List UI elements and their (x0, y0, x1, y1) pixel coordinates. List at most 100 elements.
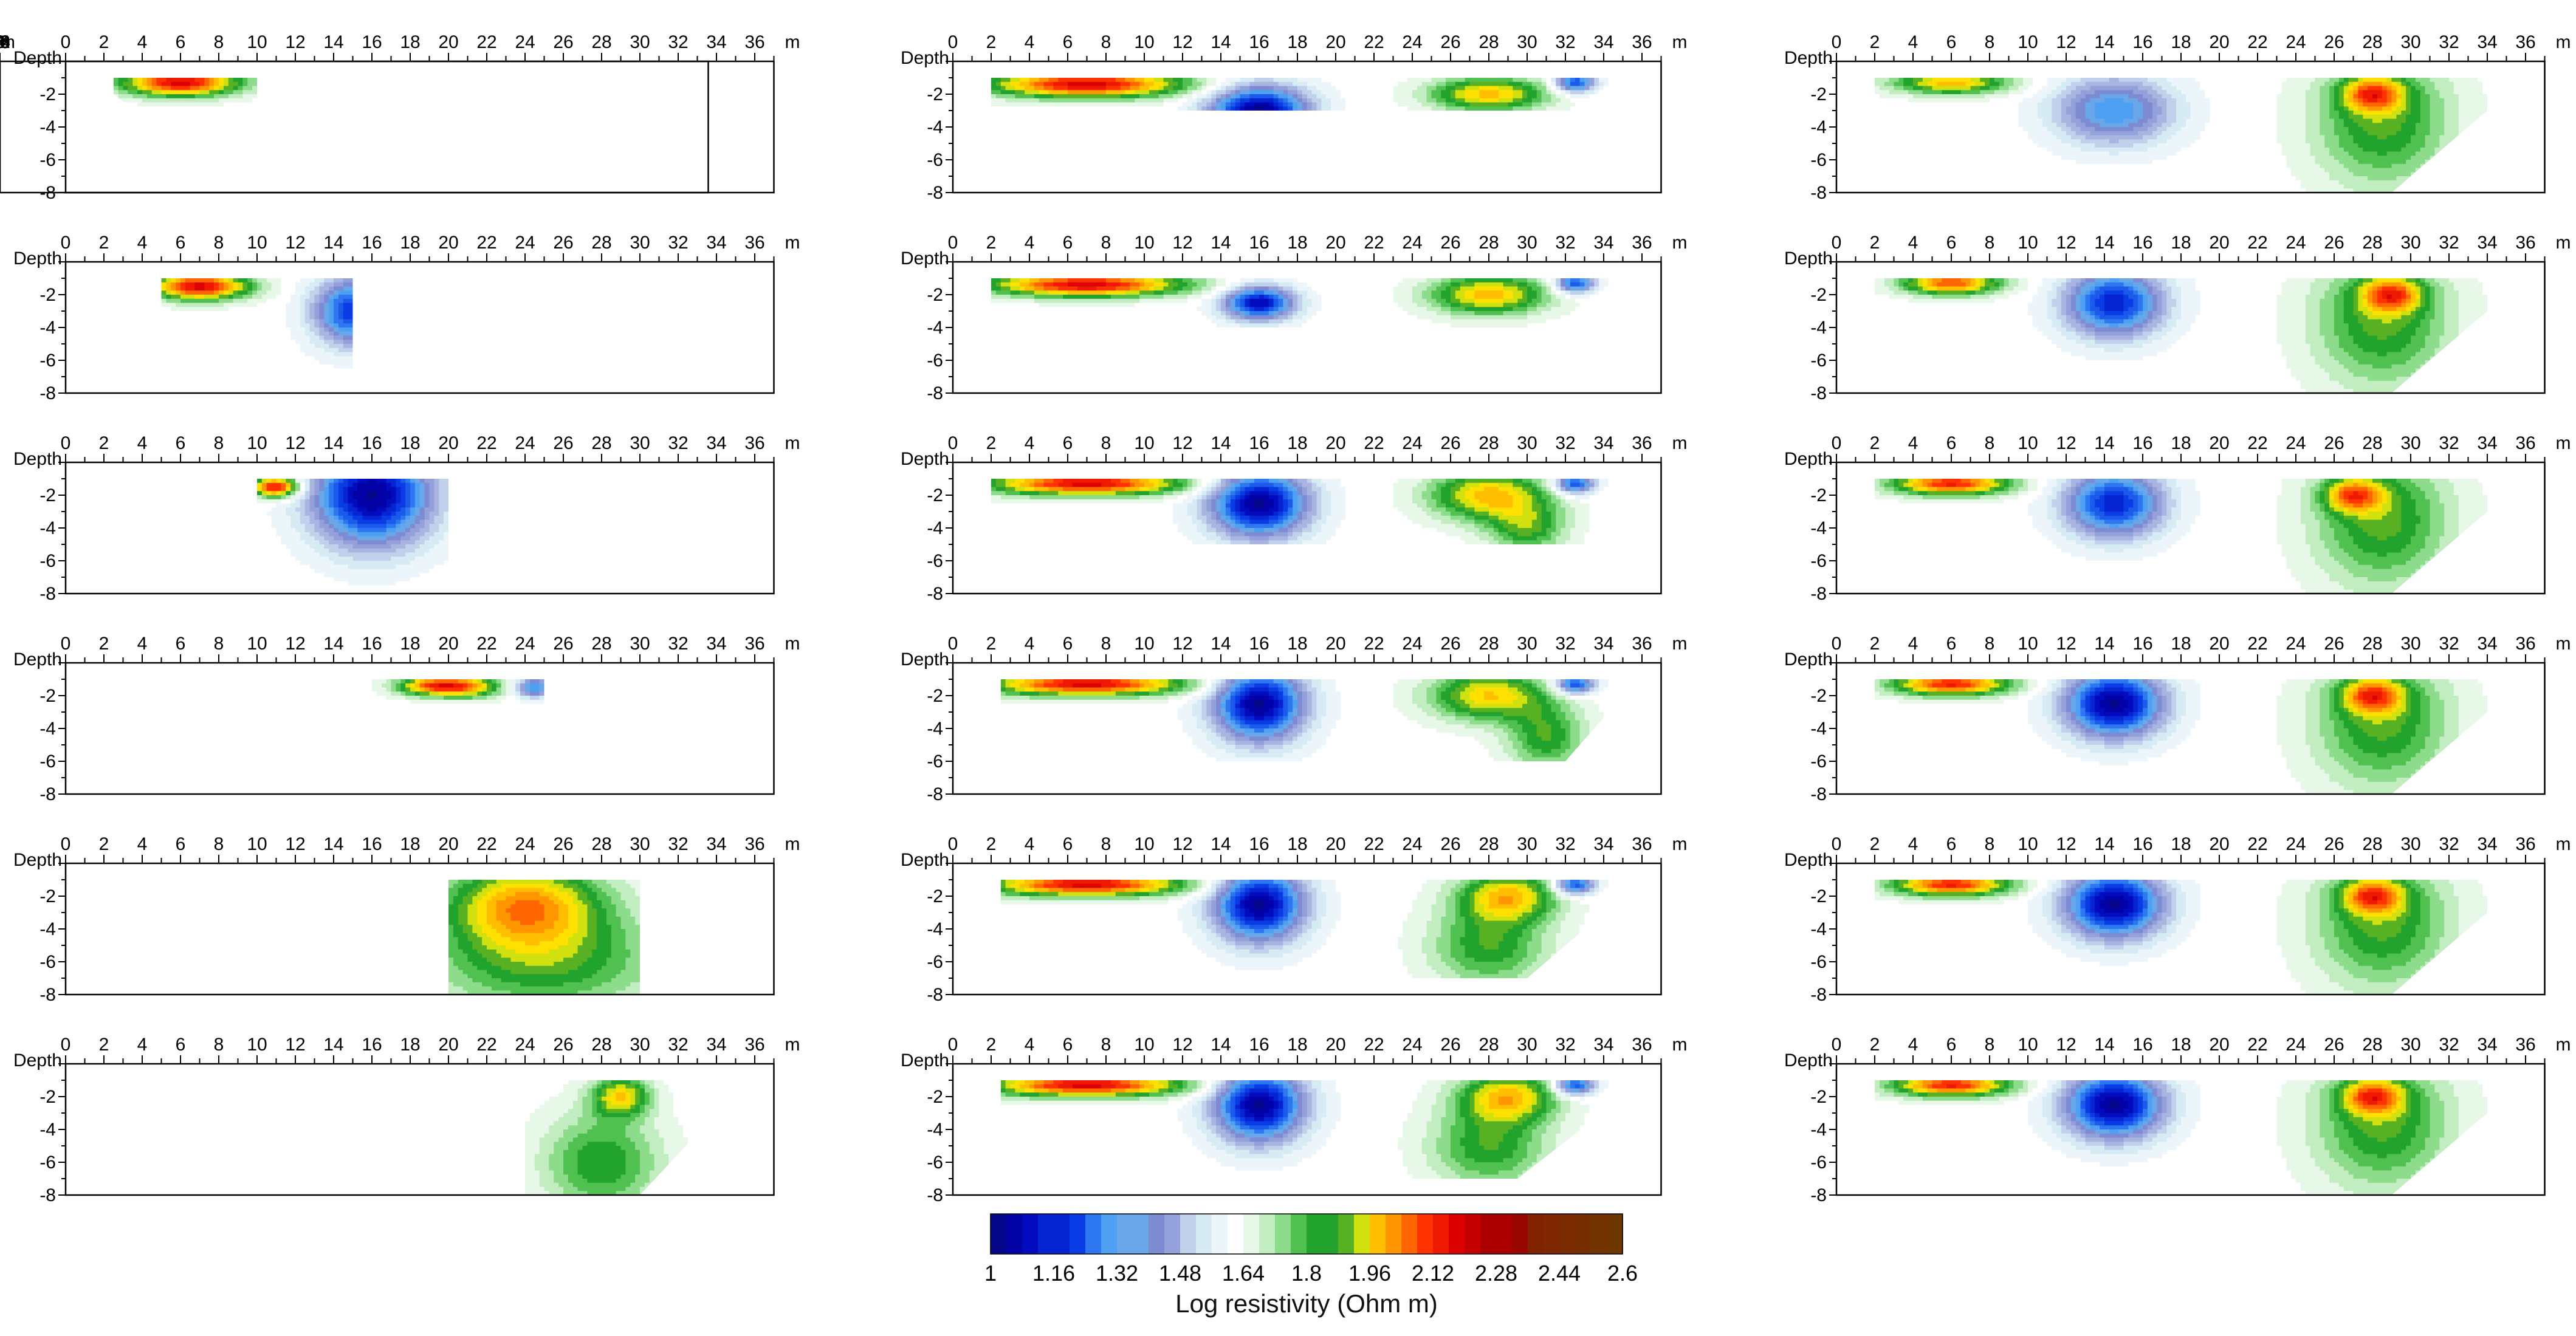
x-tick-label: 32 (2439, 834, 2459, 854)
y-tick-label: -8 (1810, 383, 1827, 403)
x-tick-label: 36 (744, 433, 764, 453)
colorbar-swatch (1180, 1214, 1197, 1254)
x-tick-label: 28 (1479, 433, 1499, 453)
x-tick-label: 28 (2362, 433, 2382, 453)
y-tick-label: -4 (1810, 518, 1827, 538)
colorbar-swatch (1544, 1214, 1560, 1254)
x-tick-label: 18 (1287, 233, 1307, 253)
x-tick-label: 8 (214, 32, 224, 52)
x-tick-label: 6 (1063, 32, 1073, 52)
x-tick-label: 18 (1287, 1035, 1307, 1055)
x-tick-label: 20 (438, 834, 458, 854)
colorbar-swatch (1559, 1214, 1576, 1254)
x-tick-label: 24 (2286, 634, 2306, 654)
colorbar-tick-label: 1.48 (1159, 1261, 1201, 1286)
x-tick-label: 34 (2477, 433, 2497, 453)
x-tick-label: 22 (0, 32, 10, 52)
x-tick-label: 18 (400, 32, 420, 52)
x-tick-label: 6 (176, 433, 186, 453)
plot-frame (0, 60, 709, 194)
x-tick-label: 28 (591, 834, 611, 854)
x-tick-label: 30 (630, 233, 650, 253)
x-tick-label: 18 (2171, 233, 2191, 253)
panels-layer: 0 2 4 6 8 10 12 14 16 18 20 22 24 26 28 30 32 34 36 mDepth-… (0, 32, 2571, 1205)
y-tick-label: -4 (39, 117, 56, 137)
x-tick-label: 22 (476, 834, 496, 854)
x-tick-label: 20 (2209, 433, 2229, 453)
x-tick-label: 2 (1870, 1035, 1880, 1055)
colorbar-swatch (991, 1214, 1007, 1254)
x-tick-label: 6 (1946, 1035, 1957, 1055)
y-tick-label: -2 (927, 485, 943, 505)
x-tick-label: 4 (137, 834, 148, 854)
x-tick-label: 30 (630, 433, 650, 453)
x-tick-label: 2 (986, 433, 997, 453)
x-tick-label: 22 (1364, 433, 1384, 453)
x-tick-label: 20 (438, 634, 458, 654)
y-tick-label: -6 (927, 752, 943, 772)
colorbar-swatch (1117, 1214, 1133, 1254)
colorbar-swatch (1607, 1214, 1623, 1254)
x-tick-label: 16 (362, 834, 382, 854)
x-tick-label: 34 (706, 433, 726, 453)
y-tick-label: -2 (39, 1087, 56, 1107)
colorbar-swatch (1307, 1214, 1323, 1254)
x-unit-label: m (785, 634, 800, 654)
x-tick-label: 26 (553, 433, 573, 453)
colorbar-swatch (1591, 1214, 1607, 1254)
x-tick-label: 30 (2400, 233, 2420, 253)
x-tick-label: 8 (1985, 834, 1995, 854)
x-tick-label: 32 (2439, 634, 2459, 654)
colorbar-swatch (1038, 1214, 1054, 1254)
colorbar-swatch (1085, 1214, 1102, 1254)
x-tick-label: 4 (1908, 834, 1918, 854)
x-tick-label: 10 (2018, 1035, 2038, 1055)
x-tick-label: 16 (2132, 233, 2152, 253)
x-tick-label: 20 (0, 32, 10, 52)
y-tick-label: -4 (927, 518, 943, 538)
y-tick-label: -4 (39, 1120, 56, 1140)
y-axis-label: Depth (13, 649, 62, 670)
x-tick-label: 16 (362, 634, 382, 654)
y-tick-label: -6 (927, 351, 943, 371)
y-tick-label: -6 (1810, 551, 1827, 571)
x-tick-label: 30 (0, 32, 10, 52)
resistivity-model (1000, 679, 1623, 761)
x-tick-label: 18 (400, 433, 420, 453)
x-tick-label: 6 (1063, 634, 1073, 654)
x-tick-label: 18 (1287, 634, 1307, 654)
x-tick-label: 32 (1555, 834, 1575, 854)
x-tick-label: 2 (99, 233, 109, 253)
x-tick-label: 6 (176, 834, 186, 854)
x-tick-label: 4 (1908, 433, 1918, 453)
x-tick-label: 28 (0, 32, 10, 52)
x-tick-label: 8 (1985, 32, 1995, 52)
x-tick-label: 28 (591, 433, 611, 453)
x-tick-label: 16 (2132, 634, 2152, 654)
y-tick-label: -8 (39, 985, 56, 1005)
y-tick-label: -6 (1810, 952, 1827, 972)
x-tick-label: 20 (2209, 834, 2229, 854)
x-tick-label: 14 (323, 32, 343, 52)
x-tick-label: 18 (400, 233, 420, 253)
x-tick-label: 0 (1832, 233, 1842, 253)
x-tick-label: 36 (1632, 32, 1652, 52)
plot-frame (64, 862, 775, 996)
y-tick-label: -4 (927, 719, 943, 739)
x-tick-label: 8 (1985, 1035, 1995, 1055)
x-tick-label: 8 (214, 834, 224, 854)
x-tick-label: 8 (1985, 634, 1995, 654)
x-tick-label: 2 (986, 634, 997, 654)
y-tick-label: -6 (927, 551, 943, 571)
y-axis-label: Depth (13, 248, 62, 269)
y-axis-label: Depth (13, 48, 62, 68)
x-unit-label: m (1672, 433, 1688, 453)
x-tick-label: 2 (99, 834, 109, 854)
x-tick-label: 28 (591, 1035, 611, 1055)
x-tick-label: 34 (2477, 1035, 2497, 1055)
x-tick-label: 36 (2515, 834, 2535, 854)
y-tick-label: -8 (927, 985, 943, 1005)
x-tick-label: 2 (986, 32, 997, 52)
